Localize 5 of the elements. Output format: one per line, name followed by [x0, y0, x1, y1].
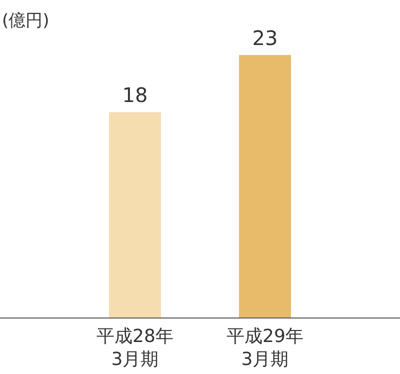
- data-label: 23: [252, 26, 278, 50]
- x-tick-label: 平成29年 3月期: [226, 326, 304, 370]
- data-label: 18: [122, 83, 148, 108]
- y-axis-title: (億円): [2, 11, 50, 31]
- x-tick-label: 平成28年 3月期: [96, 326, 174, 370]
